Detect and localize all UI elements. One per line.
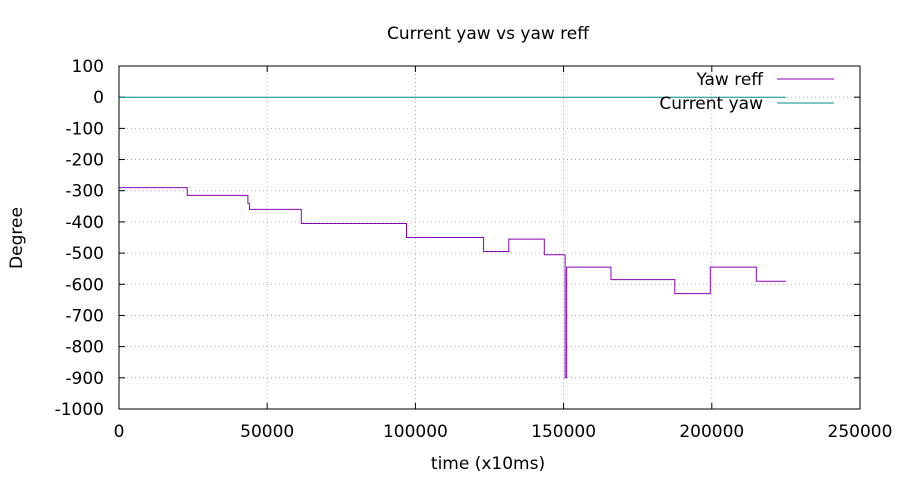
x-tick-label: 100000 [383,422,448,442]
y-tick-label: 0 [93,88,104,108]
legend-label-yaw-reff: Yaw reff [695,70,764,90]
y-tick-label: -500 [65,244,104,264]
x-tick-label: 50000 [240,422,294,442]
legend: Yaw reff Current yaw [659,70,834,114]
y-tick-label: -700 [65,306,104,326]
y-tick-label: -200 [65,151,104,171]
series-line-yaw-reff [119,187,786,379]
y-tick-label: -800 [65,338,104,358]
y-tick-label: -600 [65,275,104,295]
y-tick-label: -1000 [55,400,104,420]
y-tick-label: -100 [65,119,104,139]
chart-title: Current yaw vs yaw reff [387,24,590,44]
y-axis-label: Degree [7,207,27,269]
x-tick-label: 250000 [828,422,893,442]
legend-label-current-yaw: Current yaw [659,94,763,114]
y-tick-label: -400 [65,213,104,233]
x-tick-label: 0 [114,422,125,442]
series-group [119,96,786,379]
axis-ticks: -1000-900-800-700-600-500-400-300-200-10… [55,57,893,442]
plot-frame [118,65,861,410]
x-tick-label: 150000 [531,422,596,442]
x-tick-label: 200000 [679,422,744,442]
x-axis-label: time (x10ms) [431,454,545,474]
y-tick-label: 100 [72,57,104,77]
y-tick-label: -900 [65,369,104,389]
y-tick-label: -300 [65,182,104,202]
grid [119,66,860,409]
